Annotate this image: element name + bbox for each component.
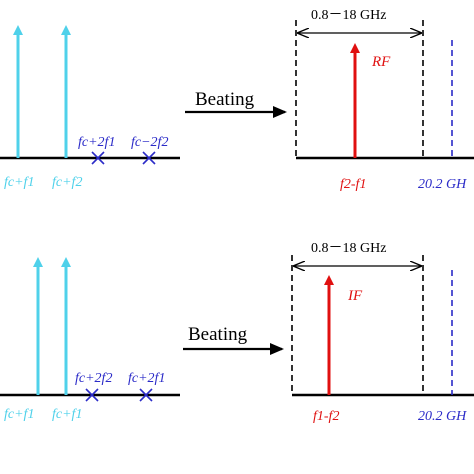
bottom-limit-label: 20.2 GH — [418, 409, 467, 424]
bottom-signal-freq: f1-f2 — [313, 409, 339, 424]
top-beating-label: Beating — [195, 89, 255, 110]
top-arrow2-label: fc+f2 — [52, 175, 82, 190]
bottom-x1-label: fc+2f2 — [75, 371, 112, 386]
top-limit-label: 20.2 GH — [418, 177, 467, 192]
top-left-spectrum: fc+f1 fc+f2 fc+2f1 fc−2f2 — [0, 25, 180, 190]
top-x1-label: fc+2f1 — [78, 135, 115, 150]
bottom-arrow2-label: fc+f1 — [52, 407, 82, 422]
top-signal-name: RF — [371, 54, 391, 70]
bottom-signal-name: IF — [347, 288, 363, 304]
top-arrow1-label: fc+f1 — [4, 175, 34, 190]
top-cross-mark-2 — [142, 151, 156, 165]
bottom-x2-label: fc+2f1 — [128, 371, 165, 386]
bottom-bandwidth-label: 0.8－18 GHz — [311, 241, 386, 256]
top-cross-mark-1 — [91, 151, 105, 165]
top-signal-freq: f2-f1 — [340, 177, 366, 192]
bottom-right-spectrum: 0.8－18 GHz IF f1-f2 20.2 GH — [291, 241, 474, 424]
top-x2-label: fc−2f2 — [131, 135, 168, 150]
top-right-spectrum: 0.8－18 GHz RF f2-f1 20.2 GH — [295, 8, 474, 192]
bottom-panel: fc+f1 fc+f1 fc+2f2 fc+2f1 Beating 0.8－18… — [0, 241, 474, 424]
bottom-left-spectrum: fc+f1 fc+f1 fc+2f2 fc+2f1 — [0, 257, 180, 422]
top-panel: fc+f1 fc+f2 fc+2f1 fc−2f2 Beating 0.8－18… — [0, 8, 474, 192]
bottom-beating-label: Beating — [188, 324, 248, 345]
top-bandwidth-label: 0.8－18 GHz — [311, 8, 386, 23]
bottom-arrow1-label: fc+f1 — [4, 407, 34, 422]
bottom-cross-mark-2 — [139, 388, 153, 402]
bottom-cross-mark-1 — [85, 388, 99, 402]
